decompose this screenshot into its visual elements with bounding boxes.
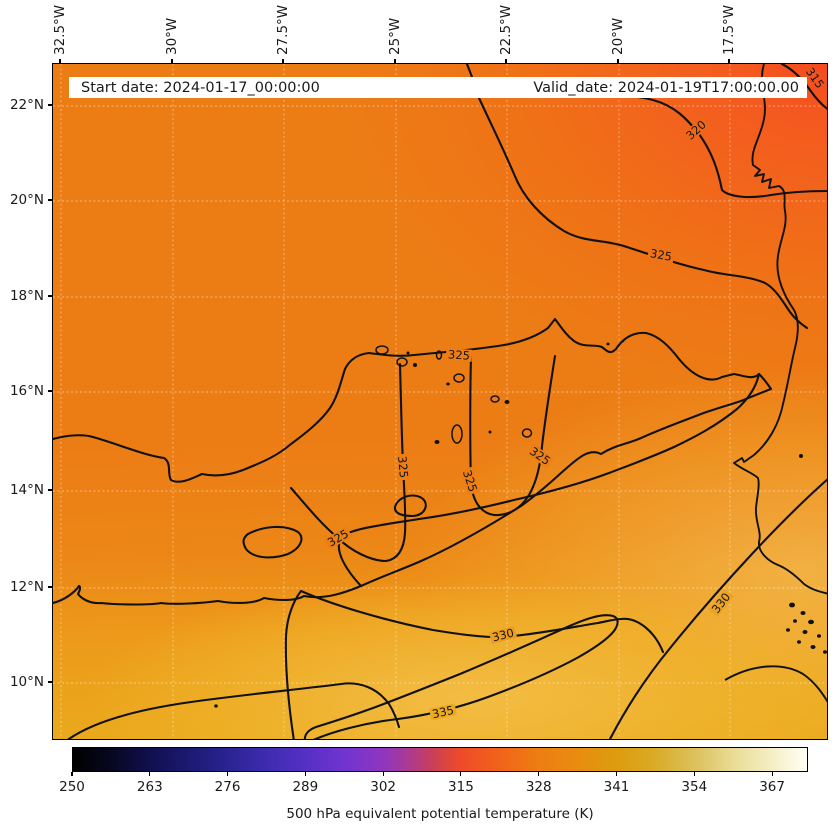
valid-date-text: Valid_date: 2024-01-19T17:00:00.00 [533, 79, 799, 96]
y-tick-mark [48, 390, 52, 392]
date-banner: Start date: 2024-01-17_00:00:00 Valid_da… [69, 77, 807, 98]
contour-325-small-loop-a [393, 494, 427, 518]
colorbar-tick-label: 289 [292, 779, 319, 795]
contour-label-325: 325 [395, 453, 411, 481]
x-tick-mark [171, 59, 173, 63]
colorbar-tick-mark [304, 772, 306, 776]
y-tick-mark [48, 681, 52, 683]
coastline-guinea [724, 665, 827, 703]
colorbar-tick-mark [227, 772, 229, 776]
x-tick-label: 32.5°W [52, 4, 68, 55]
contour-320 [511, 88, 827, 199]
y-tick-mark [48, 295, 52, 297]
y-tick-mark [48, 199, 52, 201]
colorbar-tick-label: 250 [59, 779, 85, 795]
y-tick-mark [48, 104, 52, 106]
x-tick-label: 27.5°W [275, 4, 291, 55]
y-tick-mark [48, 586, 52, 588]
coastline-west-africa [733, 64, 827, 595]
map-plot-area: Start date: 2024-01-17_00:00:00 Valid_da… [52, 63, 828, 740]
x-tick-mark [617, 59, 619, 63]
contour-label-325: 325 [445, 347, 473, 363]
x-tick-mark [282, 59, 284, 63]
y-tick-label: 20°N [9, 192, 44, 208]
contour-325-meander-east [469, 354, 557, 517]
coastal-islets [214, 454, 827, 708]
x-tick-label: 17.5°W [721, 4, 737, 55]
contour-325-lower-rise [359, 372, 773, 588]
x-tick-mark [728, 59, 730, 63]
colorbar-title: 500 hPa equivalent potential temperature… [286, 806, 594, 822]
colorbar-tick-mark [460, 772, 462, 776]
colorbar-tick-mark [71, 772, 73, 776]
colorbar-tick-mark [538, 772, 540, 776]
colorbar-tick-mark [771, 772, 773, 776]
colorbar-tick-label: 367 [759, 779, 785, 795]
colorbar-tick-label: 276 [214, 779, 241, 795]
cape-verde-islands [375, 339, 625, 451]
y-tick-label: 14°N [9, 482, 44, 498]
x-tick-label: 20°W [610, 17, 626, 55]
contour-325-small-loop-b [242, 525, 303, 559]
contour-bottom-left [67, 682, 401, 739]
x-tick-mark [505, 59, 507, 63]
x-tick-mark [59, 59, 61, 63]
colorbar-tick-label: 315 [448, 779, 474, 795]
colorbar [72, 747, 808, 772]
y-tick-label: 22°N [9, 97, 44, 113]
x-tick-label: 25°W [387, 17, 403, 55]
contour-330-diagonal [608, 478, 827, 739]
colorbar-tick-mark [693, 772, 695, 776]
y-tick-mark [48, 489, 52, 491]
map-canvas [53, 64, 827, 739]
y-tick-label: 12°N [9, 579, 44, 595]
colorbar-tick-label: 302 [370, 779, 397, 795]
colorbar-tick-label: 341 [603, 779, 630, 795]
contour-330-center [284, 589, 665, 739]
x-tick-label: 30°W [164, 17, 180, 55]
x-tick-mark [394, 59, 396, 63]
gridlines [53, 64, 827, 739]
colorbar-tick-label: 328 [525, 779, 552, 795]
y-tick-label: 18°N [9, 288, 44, 304]
y-tick-label: 16°N [9, 383, 44, 399]
colorbar-tick-label: 263 [136, 779, 163, 795]
colorbar-tick-mark [382, 772, 384, 776]
colorbar-tick-label: 354 [681, 779, 708, 795]
x-tick-label: 22.5°W [498, 4, 514, 55]
start-date-text: Start date: 2024-01-17_00:00:00 [81, 79, 320, 96]
colorbar-tick-mark [615, 772, 618, 776]
colorbar-tick-mark [149, 772, 151, 776]
contour-325-main-loop [53, 317, 761, 606]
y-tick-label: 10°N [9, 674, 44, 690]
contour-315 [780, 64, 827, 110]
